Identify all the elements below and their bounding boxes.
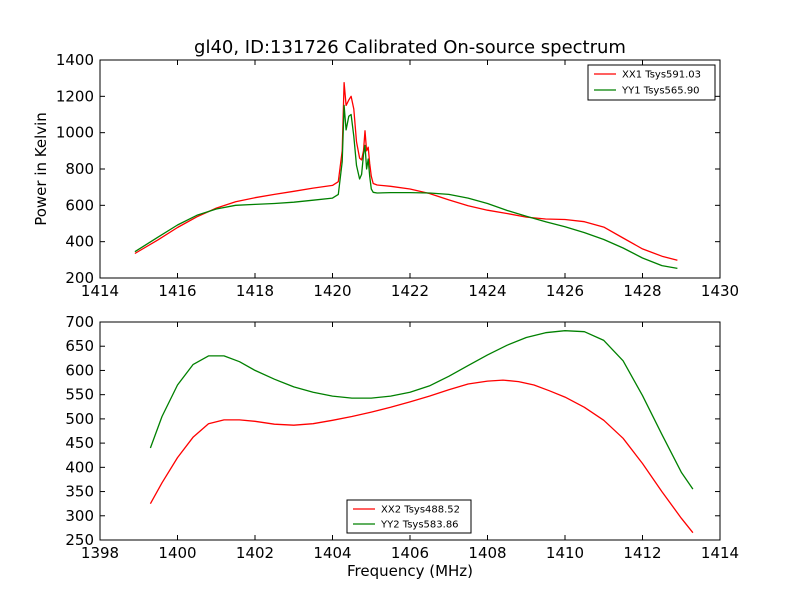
bottom-y-tick-label: 250 [65, 531, 94, 549]
top-x-tick-label: 1414 [81, 282, 119, 300]
bottom-x-tick-label: 1412 [623, 544, 661, 562]
bottom-series-line-xx2 [149, 379, 694, 534]
top-x-tick-label: 1416 [158, 282, 196, 300]
bottom-legend-label-yy2: YY2 Tsys583.86 [380, 520, 459, 531]
bottom-series-line-yy2 [149, 330, 694, 490]
top-x-tick-label: 1428 [623, 282, 661, 300]
bottom-y-tick-label: 650 [65, 337, 94, 355]
top-legend-box [587, 64, 716, 101]
bottom-x-axis-title: Frequency (MHz) [347, 562, 473, 580]
bottom-y-tick-label: 700 [65, 313, 94, 331]
top-series-line-yy1 [134, 104, 678, 270]
bottom-y-tick-label: 300 [65, 507, 94, 525]
top-y-axis-title: Power in Kelvin [32, 112, 50, 226]
top-x-tick-label: 1422 [391, 282, 429, 300]
bottom-y-tick-label: 400 [65, 458, 94, 476]
bottom-y-tick-label: 500 [65, 410, 94, 428]
top-y-tick-label: 600 [65, 196, 94, 214]
bottom-x-tick-label: 1408 [468, 544, 506, 562]
bottom-y-tick-label: 550 [65, 386, 94, 404]
bottom-x-tick-label: 1414 [701, 544, 739, 562]
bottom-y-tick-label: 350 [65, 483, 94, 501]
top-y-tick-label: 1200 [56, 87, 94, 105]
bottom-x-tick-label: 1404 [313, 544, 351, 562]
top-x-tick-label: 1430 [701, 282, 739, 300]
bottom-y-tick-label: 600 [65, 361, 94, 379]
bottom-x-tick-label: 1400 [158, 544, 196, 562]
top-x-tick-label: 1420 [313, 282, 351, 300]
top-x-tick-label: 1424 [468, 282, 506, 300]
chart-title: gl40, ID:131726 Calibrated On-source spe… [194, 37, 626, 58]
bottom-subplot: Frequency (MHz) 1398 1400 1402 1404 1406 1408… [65, 313, 739, 580]
bottom-plot-frame [99, 321, 721, 541]
top-y-tick-label: 200 [65, 269, 94, 287]
top-legend: XX1 Tsys591.03 YY1 Tsys565.90 [587, 64, 716, 101]
bottom-legend-label-xx2: XX2 Tsys488.52 [381, 505, 460, 516]
top-y-tick-label: 800 [65, 160, 94, 178]
bottom-x-tick-label: 1406 [391, 544, 429, 562]
bottom-x-tick-label: 1398 [81, 544, 119, 562]
top-legend-label-xx1: XX1 Tsys591.03 [622, 70, 701, 81]
top-plot-frame [99, 59, 721, 279]
top-x-tick-label: 1426 [546, 282, 584, 300]
top-y-tick-label: 1000 [56, 124, 94, 142]
bottom-y-tick-label: 450 [65, 434, 94, 452]
top-y-tick-label: 400 [65, 233, 94, 251]
top-subplot: gl40, ID:131726 Calibrated On-source spe… [32, 37, 739, 300]
bottom-legend-box [346, 499, 472, 534]
top-series-line-xx1 [134, 82, 678, 261]
top-legend-label-yy1: YY1 Tsys565.90 [621, 86, 700, 97]
top-y-tick-label: 1400 [56, 51, 94, 69]
bottom-legend: XX2 Tsys488.52 YY2 Tsys583.86 [346, 499, 472, 534]
bottom-x-tick-label: 1402 [236, 544, 274, 562]
bottom-x-tick-label: 1410 [546, 544, 584, 562]
top-x-tick-label: 1418 [236, 282, 274, 300]
